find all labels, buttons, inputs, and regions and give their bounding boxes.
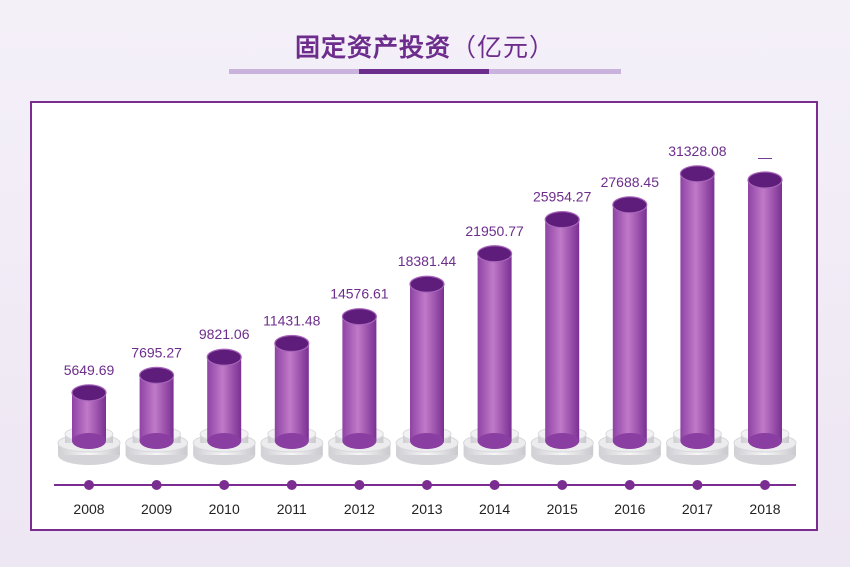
x-tick-label-2014: 2014 [479,501,510,517]
bar-bottom-2011 [274,433,309,449]
bar-top-2014 [477,245,513,263]
title-underline [229,69,621,74]
axis-marker-2013 [422,480,432,490]
axis-marker-2017 [692,480,703,490]
axis-marker-2009 [151,480,162,490]
bar-top-2013 [409,275,445,293]
bar-2011 [274,343,309,441]
bar-bottom-2013 [410,433,444,449]
bar-top-2008 [71,384,107,402]
value-label-2015: 25954.27 [533,189,592,205]
bar-bottom-2009 [139,433,174,449]
bar-2009 [139,375,174,441]
bar-2018 [748,180,782,441]
bar-2015 [545,219,580,441]
x-tick-label-2010: 2010 [209,501,240,517]
bar-top-2017 [679,165,716,183]
bar-2010 [207,357,242,441]
title-underline-accent [359,69,489,74]
value-label-2009: 7695.27 [131,344,182,360]
bar-2013 [410,284,444,441]
bar-bottom-2018 [748,433,782,449]
bar-top-2015 [544,211,580,229]
x-tick-label-2013: 2013 [411,501,442,517]
bar-2017 [680,173,715,441]
chart-title-text: 固定资产投资 [294,33,451,62]
value-label-2011: 11431.48 [263,312,321,328]
value-label-2017: 31328.08 [668,143,727,159]
axis-marker-2008 [84,480,94,490]
value-label-2013: 18381.44 [398,253,457,269]
x-tick-label-2015: 2015 [547,501,578,517]
bar-top-2012 [341,308,377,326]
axis-marker-2011 [286,480,297,490]
value-label-2012: 14576.61 [330,286,389,302]
bar-bottom-2017 [680,433,715,449]
value-label-2016: 27688.45 [601,174,660,190]
x-tick-label-2018: 2018 [749,501,780,517]
bar-top-2010 [206,348,242,366]
axis-marker-2010 [219,480,230,490]
bar-top-2016 [612,196,648,214]
axis-marker-2015 [557,480,568,490]
bar-bottom-2012 [342,433,377,449]
value-label-2018: — [758,149,772,165]
chart-title-unit: （亿元） [451,33,556,62]
bar-top-2011 [274,334,310,353]
bar-2014 [477,253,512,441]
bar-2012 [342,316,377,441]
bar-bottom-2014 [477,433,512,449]
x-tick-label-2016: 2016 [614,501,645,517]
axis-marker-2016 [624,480,635,490]
x-tick-label-2012: 2012 [344,501,375,517]
x-tick-label-2011: 2011 [277,501,307,517]
value-label-2014: 21950.77 [465,223,524,239]
value-label-2010: 9821.06 [199,326,250,342]
x-tick-label-2017: 2017 [682,501,713,517]
chart-title: 固定资产投资（亿元） [0,28,850,64]
bar-top-2009 [138,366,175,384]
axis-marker-2014 [489,480,500,490]
x-tick-label-2008: 2008 [73,501,104,517]
bar-top-2018 [747,171,783,189]
axis-marker-2018 [760,480,770,490]
x-tick-label-2009: 2009 [141,501,172,517]
bar-bottom-2016 [612,433,647,449]
bar-2016 [612,204,647,441]
bar-bottom-2015 [545,433,580,449]
bar-bottom-2008 [72,433,106,449]
bar-bottom-2010 [207,433,242,449]
value-label-2008: 5649.69 [64,362,115,378]
axis-marker-2012 [354,480,365,490]
chart: 5649.69 2008 7695.27 2009 9821.06 2010 11431.4… [54,143,797,517]
